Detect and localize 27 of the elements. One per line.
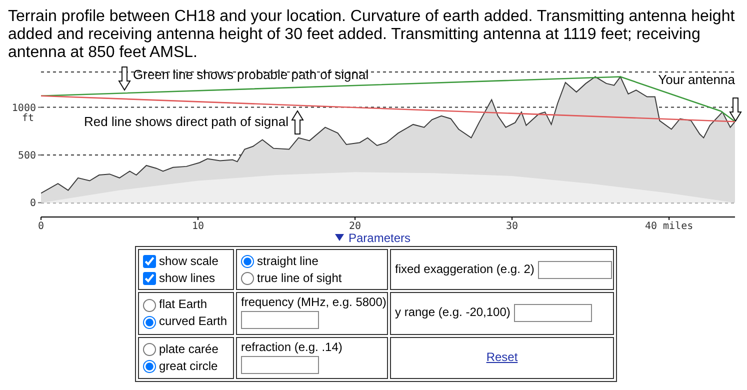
x-tick-label: 0 [38,221,44,232]
text: refraction (e.g. .14) [241,340,342,354]
text: great circle [159,358,218,373]
annotation: Your antenna [658,72,735,87]
text: y range (e.g. -20,100) [395,306,510,320]
text: fixed exaggeration (e.g. 2) [395,262,534,276]
text: Parameters [348,231,411,245]
text: plate carée [159,342,218,356]
text: frequency (MHz, e.g. 5800) [241,295,386,310]
text: Reset [486,350,518,364]
chart-title: Terrain profile between CH18 and your location. Curvature of earth added. Transmitting antenna height added and receiving antenna height of 30 feet added. Transmitting antenna at 1119 feet; receiving antenna at 850 feet AMSL. [8,8,736,62]
text: true line of sight [257,270,342,285]
x-tick-label: 40 miles [644,221,694,232]
annotation: Green line shows probable path of signal [133,67,369,82]
text: straight line [257,254,318,268]
text: show lines [159,270,216,285]
text: flat Earth [159,297,208,312]
text: curved Earth [159,314,228,328]
x-tick-label: 20 [349,221,362,232]
y-tick-label: 500 [18,150,36,162]
y-tick-label: 0 [30,198,36,210]
x-tick-label: 10 [192,221,204,232]
y-tick-label: 1000 [12,102,36,114]
annotation: Red line shows direct path of signal [84,114,289,129]
text: show scale [159,254,218,268]
y-axis-title: ft [22,113,34,124]
x-tick-label: 30 [506,221,518,232]
